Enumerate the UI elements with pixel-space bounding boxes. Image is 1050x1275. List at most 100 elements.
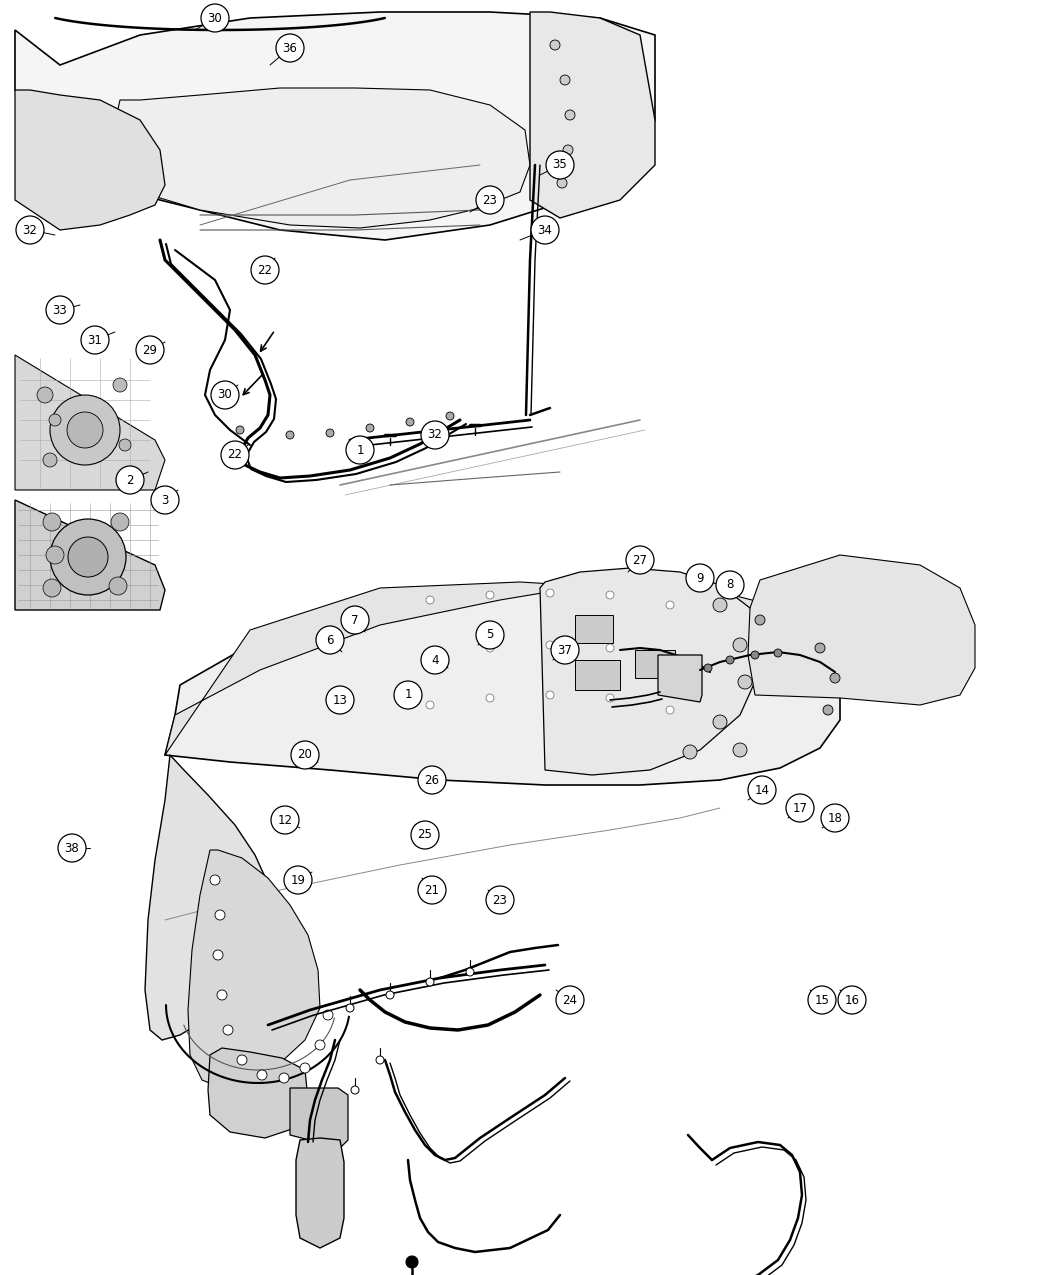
Text: 8: 8 xyxy=(727,579,734,592)
Circle shape xyxy=(733,743,747,757)
Circle shape xyxy=(323,1010,333,1020)
Circle shape xyxy=(821,805,849,833)
Circle shape xyxy=(476,186,504,214)
Circle shape xyxy=(286,431,294,439)
Polygon shape xyxy=(540,567,760,775)
Circle shape xyxy=(755,615,765,625)
Text: 35: 35 xyxy=(552,158,567,172)
Text: 17: 17 xyxy=(793,802,807,815)
Circle shape xyxy=(486,592,494,599)
Polygon shape xyxy=(15,354,165,490)
Circle shape xyxy=(426,652,434,659)
Circle shape xyxy=(426,701,434,709)
Circle shape xyxy=(466,968,474,975)
Circle shape xyxy=(151,486,178,514)
Circle shape xyxy=(551,636,579,664)
Circle shape xyxy=(626,546,654,574)
Circle shape xyxy=(341,606,369,634)
Text: 14: 14 xyxy=(755,784,770,797)
Circle shape xyxy=(237,1054,247,1065)
Circle shape xyxy=(351,1086,359,1094)
Polygon shape xyxy=(15,11,655,240)
Text: 24: 24 xyxy=(563,993,578,1006)
Circle shape xyxy=(215,910,225,921)
Polygon shape xyxy=(15,91,165,230)
Circle shape xyxy=(236,426,244,434)
Circle shape xyxy=(713,598,727,612)
Circle shape xyxy=(68,537,108,578)
Text: 22: 22 xyxy=(228,449,243,462)
Text: 23: 23 xyxy=(483,194,498,207)
Circle shape xyxy=(546,150,574,178)
Text: 18: 18 xyxy=(827,811,842,825)
Circle shape xyxy=(418,876,446,904)
Circle shape xyxy=(546,641,554,649)
Circle shape xyxy=(257,1070,267,1080)
Circle shape xyxy=(136,337,164,363)
Text: 30: 30 xyxy=(208,11,223,24)
Polygon shape xyxy=(188,850,320,1088)
Circle shape xyxy=(284,866,312,894)
Text: 13: 13 xyxy=(333,694,348,706)
Bar xyxy=(635,650,675,678)
Polygon shape xyxy=(658,655,702,703)
Circle shape xyxy=(733,638,747,652)
Circle shape xyxy=(808,986,836,1014)
Text: 20: 20 xyxy=(297,748,313,761)
Circle shape xyxy=(421,646,449,674)
Text: 32: 32 xyxy=(22,223,38,236)
Circle shape xyxy=(774,649,782,657)
Circle shape xyxy=(50,519,126,595)
Circle shape xyxy=(113,377,127,391)
Circle shape xyxy=(838,986,866,1014)
Circle shape xyxy=(815,643,825,653)
Circle shape xyxy=(291,741,319,769)
Circle shape xyxy=(713,715,727,729)
Polygon shape xyxy=(15,500,165,609)
Text: 6: 6 xyxy=(327,634,334,646)
Circle shape xyxy=(213,950,223,960)
Circle shape xyxy=(476,621,504,649)
Circle shape xyxy=(550,40,560,50)
Polygon shape xyxy=(110,88,530,228)
Text: 36: 36 xyxy=(282,42,297,55)
Text: 5: 5 xyxy=(486,629,494,641)
Circle shape xyxy=(565,110,575,120)
Circle shape xyxy=(211,381,239,409)
Circle shape xyxy=(426,978,434,986)
Circle shape xyxy=(326,686,354,714)
Circle shape xyxy=(376,1056,384,1065)
Circle shape xyxy=(50,395,120,465)
Text: 1: 1 xyxy=(404,688,412,701)
Text: 12: 12 xyxy=(277,813,293,826)
Circle shape xyxy=(666,601,674,609)
Circle shape xyxy=(606,592,614,599)
Circle shape xyxy=(446,412,454,419)
Circle shape xyxy=(81,326,109,354)
Circle shape xyxy=(606,644,614,652)
Text: 31: 31 xyxy=(87,334,103,347)
Text: 33: 33 xyxy=(52,303,67,316)
Circle shape xyxy=(109,578,127,595)
Text: 7: 7 xyxy=(352,613,359,626)
Circle shape xyxy=(556,179,567,187)
Circle shape xyxy=(16,215,44,244)
Circle shape xyxy=(37,388,52,403)
Text: 27: 27 xyxy=(632,553,648,566)
Circle shape xyxy=(43,579,61,597)
Circle shape xyxy=(556,986,584,1014)
Circle shape xyxy=(546,691,554,699)
Circle shape xyxy=(251,256,279,284)
Circle shape xyxy=(406,418,414,426)
Circle shape xyxy=(418,766,446,794)
Text: 23: 23 xyxy=(492,894,507,907)
Text: 22: 22 xyxy=(257,264,273,277)
Circle shape xyxy=(315,1040,326,1051)
Text: 15: 15 xyxy=(815,993,830,1006)
Polygon shape xyxy=(290,1088,348,1148)
Circle shape xyxy=(426,595,434,604)
Text: 37: 37 xyxy=(558,644,572,657)
Circle shape xyxy=(421,421,449,449)
Circle shape xyxy=(486,644,494,652)
Circle shape xyxy=(111,513,129,530)
